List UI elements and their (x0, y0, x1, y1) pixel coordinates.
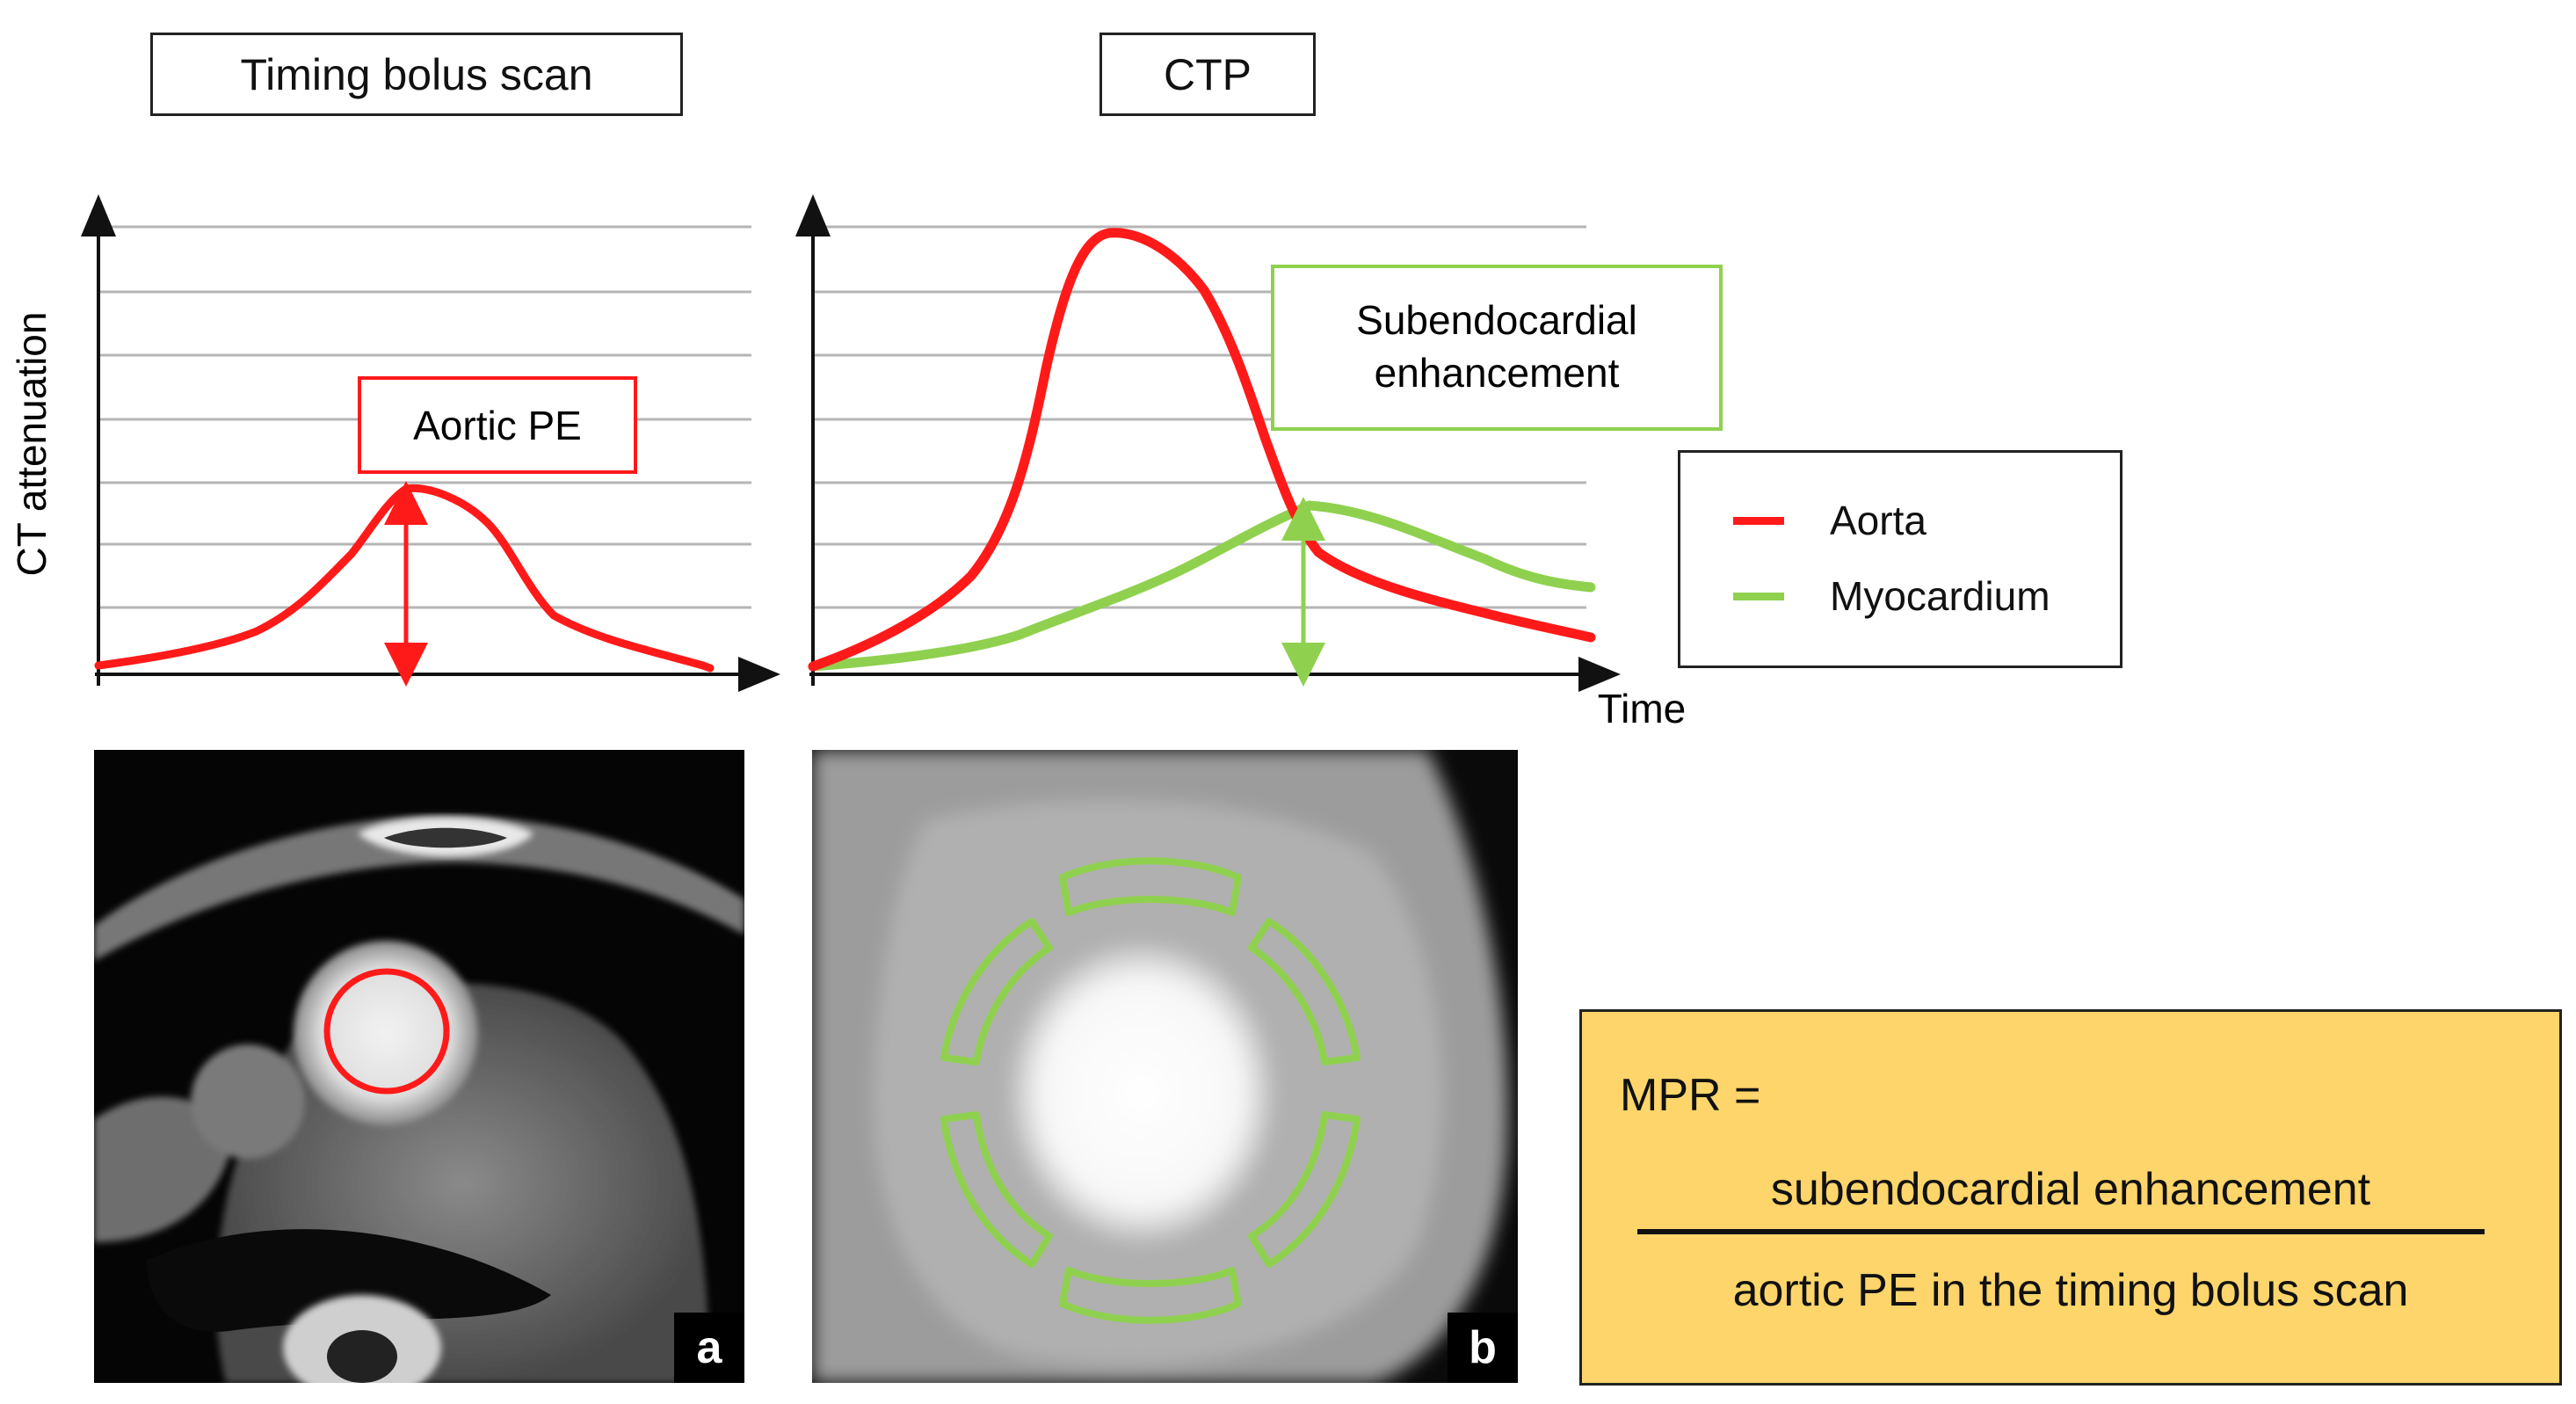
panel-b-ct-image: b (812, 750, 1518, 1383)
aortic-pe-box (358, 376, 637, 474)
aorta-swatch (1733, 516, 1784, 525)
legend-item-aorta: Aorta (1733, 497, 1927, 544)
subendocardial-label-line2: enhancement (1375, 350, 1620, 396)
subendocardial-box (1271, 265, 1723, 431)
panel-b-ct-drawing (812, 750, 1518, 1383)
mpr-formula-box: MPR = subendocardial enhancement aortic … (1579, 1009, 2562, 1386)
timing-bolus-title: Timing bolus scan (150, 33, 683, 116)
timing-bolus-title-text: Timing bolus scan (240, 49, 593, 99)
panel-b-label: b (1448, 1313, 1518, 1383)
curves-diagram: CT attenuation Aortic PE Time Subendocar… (9, 194, 1723, 731)
aortic-pe-label: Aortic PE (413, 403, 582, 448)
ctp-aorta-curve (808, 228, 1596, 672)
panel-a-label: a (674, 1313, 744, 1383)
myocardium-swatch (1733, 592, 1784, 600)
legend-label-myocardium: Myocardium (1830, 573, 2050, 619)
ctp-title: CTP (1099, 33, 1316, 116)
panel-a-ct-image: a (94, 750, 744, 1383)
mpr-lhs: MPR = (1620, 1070, 1761, 1121)
aorta-roi-circle (323, 968, 450, 1095)
mpr-denominator: aortic PE in the timing bolus scan (1732, 1265, 2409, 1316)
ctp-myocardium-curve (808, 500, 1596, 672)
fraction-bar (1637, 1229, 2485, 1234)
myocardial-segments (940, 857, 1361, 1324)
legend-label-aorta: Aorta (1830, 498, 1927, 543)
subendocardial-label-line1: Subendocardial (1356, 297, 1637, 343)
ctp-title-text: CTP (1164, 49, 1252, 99)
x-axis-label: Time (1598, 686, 1687, 731)
panel-a-ct-drawing (94, 750, 744, 1383)
y-axis-label: CT attenuation (9, 312, 54, 577)
legend-item-myocardium: Myocardium (1733, 572, 2050, 620)
mpr-numerator: subendocardial enhancement (1770, 1164, 2371, 1215)
chart-legend: Aorta Myocardium (1678, 450, 2122, 668)
